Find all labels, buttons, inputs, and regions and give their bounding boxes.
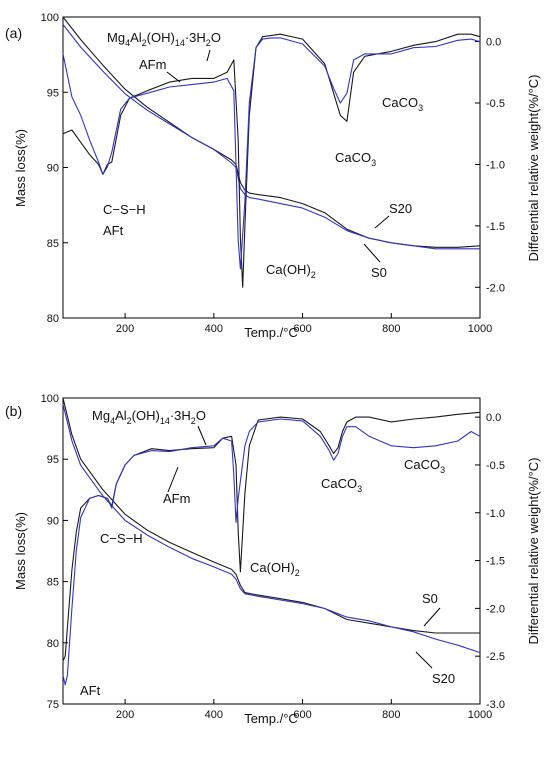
panel-label: (a) [5,25,22,41]
x-axis-title: Temp./°C [244,711,298,726]
series-line-s20-dtg [62,37,481,270]
series-group [62,397,481,686]
y2-tick-label: -1.0 [486,508,505,520]
y-tick-label: 75 [47,699,59,711]
plot-frame [62,397,481,705]
y2-tick-label: -0.5 [486,460,505,472]
y2-tick-label: -2.0 [486,282,505,294]
y2-tick-label: -2.0 [486,603,505,615]
arrow-s0 [423,607,441,627]
arrow-mg [197,425,207,446]
x-tick-label: 1000 [468,323,492,335]
arrow-s0 [363,243,381,263]
y-tick-label: 85 [47,577,59,589]
series-line-s0-dtg [62,33,481,288]
tick-group: 200 400 600 800 1000 80 85 90 95 100 0.0 -0.5 -1.0 -1… [41,12,505,335]
y-tick-label: 90 [47,515,59,527]
annotation-caoh: Ca(OH)2 [250,560,300,578]
annotation-s0: S0 [371,265,387,280]
y-tick-label: 100 [41,12,59,24]
annotation-s0: S0 [422,591,438,606]
y2-tick-label: -0.5 [486,98,505,110]
panel-label: (b) [5,403,22,419]
x-tick-label: 600 [293,323,311,335]
x-tick-label: 600 [293,709,311,721]
y2-axis-title: Differential relative weight(%/°C) [526,74,541,261]
y2-axis-title: Differential relative weight(%/°C) [526,457,541,644]
annotation-s20: S20 [389,201,412,216]
series-line-s20-mass [62,24,480,250]
y2-tick-label: -2.5 [486,651,505,663]
y-tick-label: 90 [47,163,59,175]
arrow-s20 [374,215,390,229]
x-tick-label: 200 [116,323,134,335]
arrow-afm [166,71,181,83]
y-tick-label: 95 [47,87,59,99]
y2-tick-label: -3.0 [486,699,505,711]
y2-tick-label: 0.0 [486,412,501,424]
annotation-mg-hydrotalcite: Mg4Al2(OH)14·3H2O [92,408,206,426]
series-line-s0-mass [62,397,480,634]
arrow-afm [167,466,179,493]
annotation-s20: S20 [432,671,455,686]
x-tick-label: 800 [382,709,400,721]
panel-b: 200 400 600 800 1000 75 80 85 90 95 100 0.0 -0.5 -1.0… [5,393,541,726]
annotation-caco3-left: CaCO3 [321,476,362,494]
x-tick-label: 400 [205,323,223,335]
arrow-s20 [415,651,433,669]
x-axis-title: Temp./°C [244,325,298,340]
annotation-caco3-lower: CaCO3 [335,150,376,168]
series-group [62,16,481,288]
y-axis-title: Mass loss(%) [13,129,28,207]
panel-a: 200 400 600 800 1000 80 85 90 95 100 0.0 -0.5 -1.0 -1… [5,12,541,340]
tick-group: 200 400 600 800 1000 75 80 85 90 95 100 0.0 -0.5 -1.0… [41,393,505,721]
y-tick-label: 95 [47,454,59,466]
series-line-s20-dtg [62,418,481,686]
annotation-mg-hydrotalcite: Mg4Al2(OH)14·3H2O [107,30,221,48]
y-tick-label: 80 [47,313,59,325]
x-tick-label: 800 [382,323,400,335]
annotation-caco3-upper: CaCO3 [382,95,423,113]
annotation-afm: AFm [139,57,166,72]
annotation-aft: AFt [103,223,124,238]
y2-tick-label: -1.5 [486,556,505,568]
y-tick-label: 85 [47,238,59,250]
y2-tick-label: -1.0 [486,159,505,171]
series-line-s20-mass [62,403,481,654]
arrow-mg [206,49,211,62]
x-tick-label: 1000 [468,709,492,721]
annotation-csh: C−S−H [103,202,146,217]
annotation-csh: C−S−H [100,531,143,546]
annotation-caoh: Ca(OH)2 [266,262,316,280]
y2-tick-label: 0.0 [486,37,501,49]
x-tick-label: 400 [205,709,223,721]
y-axis-title: Mass loss(%) [13,512,28,590]
y2-tick-label: -1.5 [486,221,505,233]
annotation-caco3-right: CaCO3 [404,457,445,475]
y-tick-label: 80 [47,638,59,650]
annotation-aft: AFt [80,683,101,698]
annotation-afm: AFm [163,491,190,506]
x-tick-label: 200 [116,709,134,721]
y-tick-label: 100 [41,393,59,405]
